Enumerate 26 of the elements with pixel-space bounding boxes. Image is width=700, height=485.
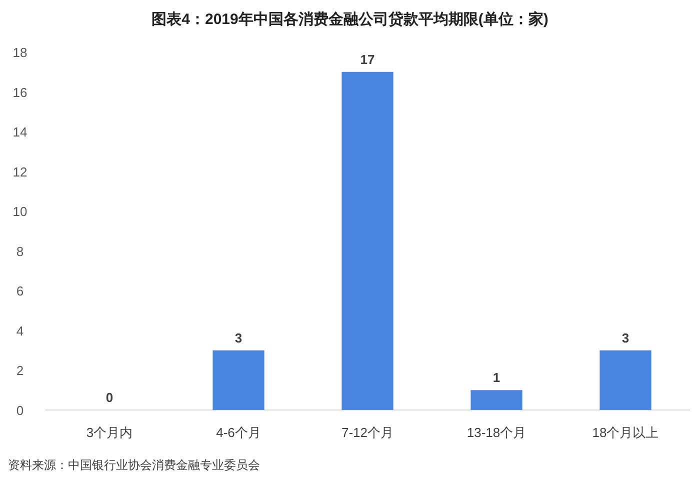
bar — [342, 72, 394, 410]
data-label: 3 — [234, 330, 242, 346]
data-label: 3 — [622, 330, 630, 346]
x-tick-label: 3个月内 — [86, 425, 133, 440]
data-label: 0 — [106, 390, 114, 405]
y-tick-label: 14 — [12, 124, 28, 140]
y-tick-label: 4 — [16, 323, 24, 338]
y-tick-label: 0 — [16, 403, 24, 418]
y-tick-label: 8 — [16, 244, 24, 259]
x-tick-label: 18个月以上 — [592, 425, 659, 440]
y-tick-label: 10 — [12, 204, 28, 220]
data-label: 1 — [492, 370, 500, 386]
x-tick-label: 4-6个月 — [216, 425, 261, 440]
bar — [212, 350, 264, 410]
y-tick-label: 2 — [16, 363, 24, 378]
y-tick-label: 18 — [12, 45, 28, 60]
text: 资料来源：中国银行业协会消费金融专业委员会 — [8, 458, 260, 472]
bar — [600, 350, 652, 410]
chart-title: 图表4：2019年中国各消费金融公司贷款平均期限(单位：家) — [152, 10, 548, 28]
y-tick-label: 16 — [12, 84, 28, 100]
bar — [470, 390, 522, 410]
x-tick-label: 7-12个月 — [341, 425, 394, 440]
data-label: 17 — [360, 52, 375, 67]
x-tick-label: 13-18个月 — [466, 425, 526, 440]
y-tick-label: 12 — [12, 164, 28, 180]
y-tick-label: 6 — [16, 284, 24, 299]
